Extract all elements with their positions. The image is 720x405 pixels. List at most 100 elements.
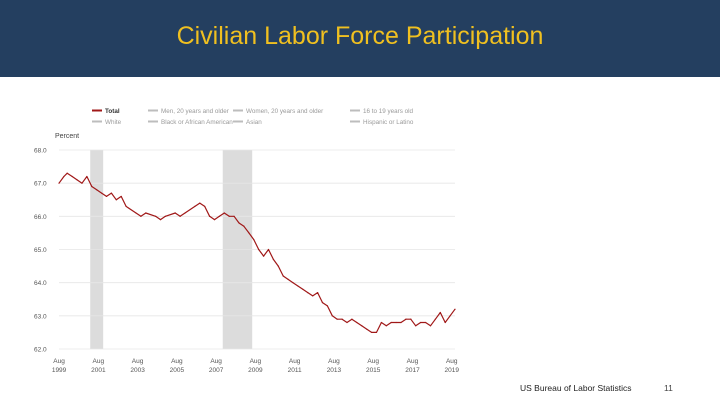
data-point: [307, 292, 309, 294]
data-point: [420, 321, 422, 324]
x-tick-month: Aug: [367, 358, 379, 365]
data-point: [125, 205, 127, 207]
legend-label: Women, 20 years and older: [246, 108, 323, 115]
data-point: [96, 189, 98, 191]
x-tick: Aug 1999: [52, 358, 67, 374]
data-point: [312, 295, 314, 297]
legend-label: Men, 20 years and older: [161, 108, 229, 115]
data-point: [159, 219, 162, 221]
data-point: [292, 282, 294, 284]
legend-label: White: [105, 119, 122, 126]
data-point: [346, 321, 348, 324]
data-point: [258, 248, 260, 251]
legend-label: Black or African American: [161, 119, 233, 126]
data-point: [366, 328, 368, 330]
data-point: [351, 318, 353, 320]
labor-force-chart: Total Men, 20 years and older Women, 20 ye…: [34, 108, 460, 374]
x-tick: Aug 2009: [248, 358, 263, 374]
data-point: [297, 285, 299, 287]
legend-item: Black or African American: [148, 119, 233, 126]
x-tick: Aug 2005: [170, 358, 185, 374]
data-point: [444, 321, 446, 324]
data-point: [233, 215, 235, 217]
y-tick-label: 65.0: [34, 247, 47, 254]
data-point: [380, 321, 382, 324]
x-tick: Aug 2001: [91, 358, 106, 374]
legend-item: 16 to 19 years old: [350, 108, 414, 115]
x-tick: Aug 2019: [444, 358, 459, 374]
x-axis-ticks: Aug 1999 Aug 2001 Aug 2003 Aug 2005 Aug 2007 Aug 20…: [52, 358, 460, 374]
x-tick-month: Aug: [446, 358, 458, 365]
data-point: [267, 248, 270, 251]
data-point: [410, 318, 412, 320]
chart-series: [58, 172, 456, 334]
x-tick-month: Aug: [171, 358, 183, 365]
data-point: [243, 225, 245, 227]
x-tick-year: 2015: [366, 367, 381, 374]
x-tick-month: Aug: [210, 358, 222, 365]
x-tick: Aug 2011: [288, 358, 302, 374]
data-point: [204, 205, 206, 207]
data-point: [135, 212, 137, 214]
data-point: [66, 172, 68, 174]
data-point: [91, 185, 93, 188]
data-point: [454, 308, 456, 310]
data-point: [208, 215, 211, 217]
data-point: [405, 318, 407, 320]
data-point: [164, 215, 167, 217]
data-point: [331, 315, 333, 317]
data-point: [434, 318, 436, 320]
legend-item: Hispanic or Latino: [350, 119, 414, 126]
legend-item: Asian: [233, 119, 262, 126]
data-point: [395, 321, 397, 324]
data-point: [63, 175, 65, 178]
legend-label: 16 to 19 years old: [363, 108, 414, 115]
data-point: [81, 182, 83, 184]
data-point: [238, 222, 240, 224]
x-tick-month: Aug: [132, 358, 144, 365]
page-number: 11: [664, 383, 673, 393]
data-point: [439, 311, 441, 314]
data-point: [179, 215, 181, 217]
legend-item: White: [92, 119, 122, 126]
data-point: [105, 195, 108, 198]
slide-title: Civilian Labor Force Participation: [176, 22, 544, 50]
legend-item: Women, 20 years and older: [233, 108, 323, 115]
data-point: [223, 212, 225, 214]
x-tick: Aug 2007: [209, 358, 224, 374]
data-point: [248, 232, 250, 234]
x-tick-year: 2019: [444, 367, 459, 374]
x-tick: Aug 2015: [366, 358, 381, 374]
y-tick-label: 67.0: [34, 181, 47, 188]
data-point: [326, 305, 328, 307]
data-point: [336, 318, 338, 320]
data-point: [321, 301, 324, 304]
x-tick-year: 2005: [170, 367, 185, 374]
series-line-total: [58, 172, 456, 333]
legend-item: Men, 20 years and older: [148, 108, 229, 115]
data-point: [400, 321, 402, 324]
y-axis-label: Percent: [55, 133, 79, 140]
data-point: [424, 321, 427, 324]
data-point: [86, 175, 88, 178]
x-tick-year: 2017: [405, 367, 420, 374]
x-tick-year: 2003: [130, 367, 145, 374]
legend-label: Hispanic or Latino: [363, 119, 414, 126]
data-point: [115, 199, 117, 201]
x-tick-year: 2007: [209, 367, 224, 374]
y-tick-label: 62.0: [34, 347, 47, 354]
data-point: [140, 215, 142, 217]
data-point: [199, 202, 201, 204]
chart-gridlines: [59, 149, 455, 350]
x-tick-year: 1999: [52, 367, 67, 374]
y-tick-label: 64.0: [34, 280, 47, 287]
data-point: [253, 238, 255, 241]
data-point: [385, 325, 387, 327]
data-point: [361, 325, 363, 327]
data-point: [415, 325, 417, 327]
slide-header: [0, 0, 720, 77]
legend-item: Total: [92, 108, 120, 115]
data-point: [76, 179, 78, 181]
data-point: [110, 192, 113, 194]
y-tick-label: 63.0: [34, 313, 47, 320]
